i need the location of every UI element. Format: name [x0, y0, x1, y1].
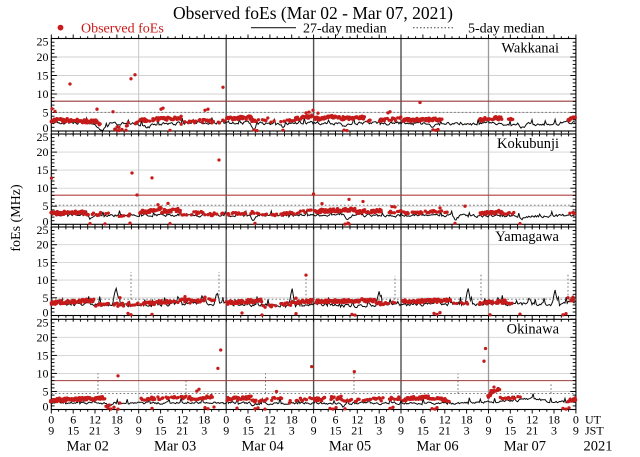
svg-text:6: 6 — [245, 413, 251, 427]
svg-text:21: 21 — [89, 424, 101, 438]
svg-text:3: 3 — [201, 424, 207, 438]
svg-text:21: 21 — [526, 424, 538, 438]
svg-text:15: 15 — [504, 424, 516, 438]
svg-text:JST: JST — [585, 424, 604, 438]
svg-text:18: 18 — [548, 413, 560, 427]
svg-text:0: 0 — [43, 214, 49, 228]
svg-text:Mar 03: Mar 03 — [154, 439, 196, 455]
svg-text:3: 3 — [551, 424, 557, 438]
svg-text:10: 10 — [37, 87, 49, 101]
svg-text:10: 10 — [37, 273, 49, 287]
svg-text:18: 18 — [461, 413, 473, 427]
svg-text:21: 21 — [264, 424, 276, 438]
svg-text:15: 15 — [37, 255, 49, 269]
svg-text:15: 15 — [37, 69, 49, 83]
svg-text:0: 0 — [223, 413, 229, 427]
svg-text:0: 0 — [43, 400, 49, 414]
svg-text:21: 21 — [439, 424, 451, 438]
svg-text:25: 25 — [37, 316, 49, 330]
svg-text:0: 0 — [398, 413, 404, 427]
svg-text:15: 15 — [417, 424, 429, 438]
svg-text:6: 6 — [507, 413, 513, 427]
svg-text:20: 20 — [37, 50, 49, 64]
svg-text:Observed foEs (Mar 02 - Mar 07: Observed foEs (Mar 02 - Mar 07, 2021) — [173, 3, 453, 23]
svg-text:20: 20 — [37, 238, 49, 252]
svg-text:9: 9 — [136, 424, 142, 438]
svg-text:25: 25 — [37, 35, 49, 49]
svg-text:10: 10 — [37, 366, 49, 380]
svg-text:9: 9 — [48, 424, 54, 438]
svg-text:Okinawa: Okinawa — [507, 321, 560, 337]
svg-text:25: 25 — [37, 130, 49, 144]
svg-text:5: 5 — [43, 385, 49, 399]
svg-text:18: 18 — [198, 413, 210, 427]
svg-text:Mar 04: Mar 04 — [241, 439, 284, 455]
svg-text:2021: 2021 — [584, 439, 613, 455]
svg-text:9: 9 — [223, 424, 229, 438]
svg-text:21: 21 — [176, 424, 188, 438]
svg-text:5: 5 — [43, 106, 49, 120]
svg-text:20: 20 — [37, 145, 49, 159]
svg-text:12: 12 — [526, 413, 538, 427]
svg-text:UT: UT — [585, 413, 602, 427]
svg-text:Mar 07: Mar 07 — [504, 439, 546, 455]
svg-text:foEs (MHz): foEs (MHz) — [9, 184, 24, 252]
svg-text:18: 18 — [286, 413, 298, 427]
svg-text:18: 18 — [111, 413, 123, 427]
svg-text:Mar 05: Mar 05 — [329, 439, 371, 455]
svg-text:27-day median: 27-day median — [303, 22, 387, 37]
svg-text:18: 18 — [373, 413, 385, 427]
svg-text:0: 0 — [136, 413, 142, 427]
svg-text:12: 12 — [176, 413, 188, 427]
svg-text:3: 3 — [289, 424, 295, 438]
svg-text:6: 6 — [420, 413, 426, 427]
svg-text:10: 10 — [37, 181, 49, 195]
svg-text:3: 3 — [464, 424, 470, 438]
svg-text:5-day median: 5-day median — [468, 22, 545, 37]
svg-text:12: 12 — [439, 413, 451, 427]
svg-text:15: 15 — [67, 424, 79, 438]
svg-text:Mar 02: Mar 02 — [67, 439, 109, 455]
svg-text:Mar 06: Mar 06 — [416, 439, 458, 455]
svg-text:Wakkanai: Wakkanai — [501, 41, 559, 57]
svg-text:0: 0 — [43, 121, 49, 135]
svg-text:12: 12 — [351, 413, 363, 427]
svg-text:5: 5 — [43, 291, 49, 305]
svg-text:25: 25 — [37, 223, 49, 237]
svg-text:15: 15 — [155, 424, 167, 438]
svg-text:12: 12 — [264, 413, 276, 427]
svg-text:20: 20 — [37, 330, 49, 344]
svg-text:15: 15 — [330, 424, 342, 438]
svg-text:15: 15 — [242, 424, 254, 438]
svg-text:9: 9 — [573, 424, 579, 438]
svg-text:Yamagawa: Yamagawa — [495, 229, 559, 245]
svg-text:15: 15 — [37, 348, 49, 362]
svg-text:6: 6 — [158, 413, 164, 427]
svg-text:5: 5 — [43, 199, 49, 213]
svg-text:6: 6 — [70, 413, 76, 427]
svg-text:0: 0 — [486, 413, 492, 427]
svg-text:9: 9 — [311, 424, 317, 438]
svg-text:12: 12 — [89, 413, 101, 427]
svg-text:0: 0 — [573, 413, 579, 427]
svg-text:9: 9 — [398, 424, 404, 438]
svg-text:6: 6 — [333, 413, 339, 427]
svg-text:3: 3 — [376, 424, 382, 438]
svg-text:3: 3 — [114, 424, 120, 438]
svg-text:0: 0 — [43, 306, 49, 320]
svg-text:9: 9 — [486, 424, 492, 438]
svg-text:Observed foEs: Observed foEs — [81, 22, 164, 37]
svg-text:Kokubunji: Kokubunji — [497, 136, 559, 152]
svg-text:0: 0 — [48, 413, 54, 427]
svg-text:15: 15 — [37, 163, 49, 177]
svg-text:0: 0 — [311, 413, 317, 427]
svg-text:21: 21 — [351, 424, 363, 438]
